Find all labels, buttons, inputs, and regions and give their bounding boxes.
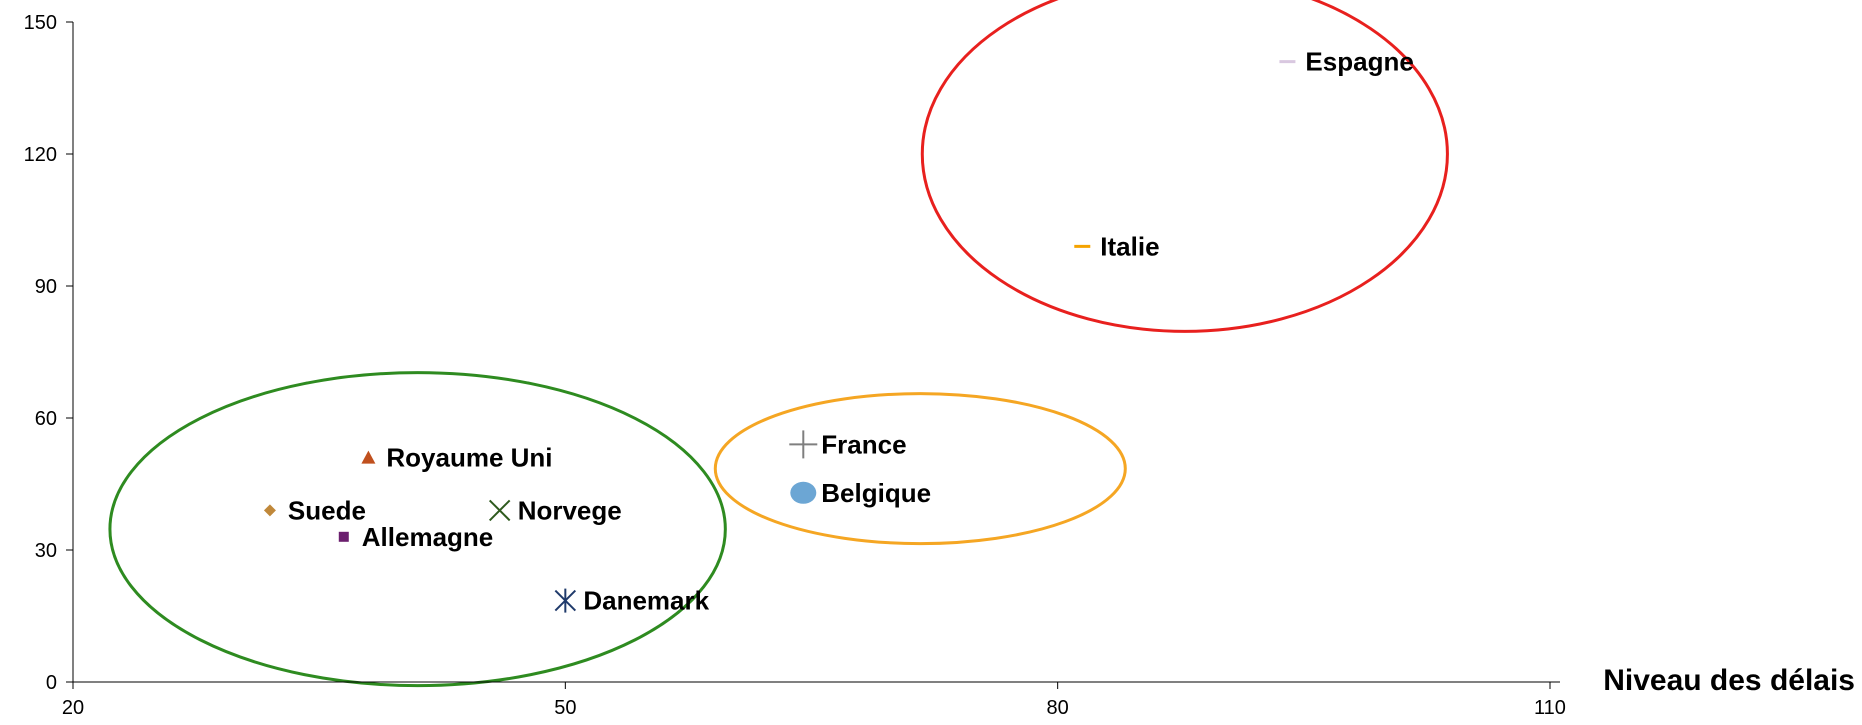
x-tick-label: 80 [1047, 697, 1069, 719]
point-royaume-uni-label: Royaume Uni [386, 443, 552, 473]
y-tick-label: 120 [24, 144, 57, 166]
point-royaume-uni-marker [361, 450, 376, 464]
point-espagne-label: Espagne [1305, 47, 1413, 77]
point-norvege-label: Norvege [518, 495, 622, 525]
x-axis-title: Niveau des délais [1603, 664, 1855, 697]
data-points [263, 60, 1296, 613]
point-labels: Espagne Italie France Belgique Royaume Uni Su… [288, 47, 1414, 616]
y-tick-label: 30 [35, 540, 57, 562]
point-suede-label: Suede [288, 495, 366, 525]
point-allemagne-label: Allemagne [362, 522, 494, 552]
group-ellipse-1 [713, 392, 1127, 546]
x-tick-label: 50 [554, 697, 576, 719]
point-suede-marker [263, 504, 276, 517]
y-tick-label: 0 [46, 672, 57, 694]
y-tick-label: 60 [35, 408, 57, 430]
point-france-marker [789, 430, 818, 459]
point-norvege-marker [488, 499, 511, 522]
axes [72, 22, 1560, 683]
point-france-label: France [821, 429, 906, 459]
axis-ticks: 20 50 80 110 0 30 60 90 120 150 [24, 12, 1566, 719]
x-tick-label: 110 [1534, 697, 1566, 719]
point-belgique-marker [790, 481, 817, 504]
group-ellipse-2 [920, 0, 1449, 333]
point-danemark-label: Danemark [583, 586, 709, 616]
y-tick-label: 90 [35, 276, 57, 298]
point-allemagne-marker [338, 531, 349, 542]
point-italie-label: Italie [1100, 231, 1159, 261]
point-danemark-marker [554, 588, 577, 613]
point-belgique-label: Belgique [821, 478, 931, 508]
group-ellipse-0 [108, 371, 727, 688]
group-ellipses [108, 0, 1449, 688]
y-tick-label: 150 [24, 12, 57, 34]
x-tick-label: 20 [62, 697, 84, 719]
